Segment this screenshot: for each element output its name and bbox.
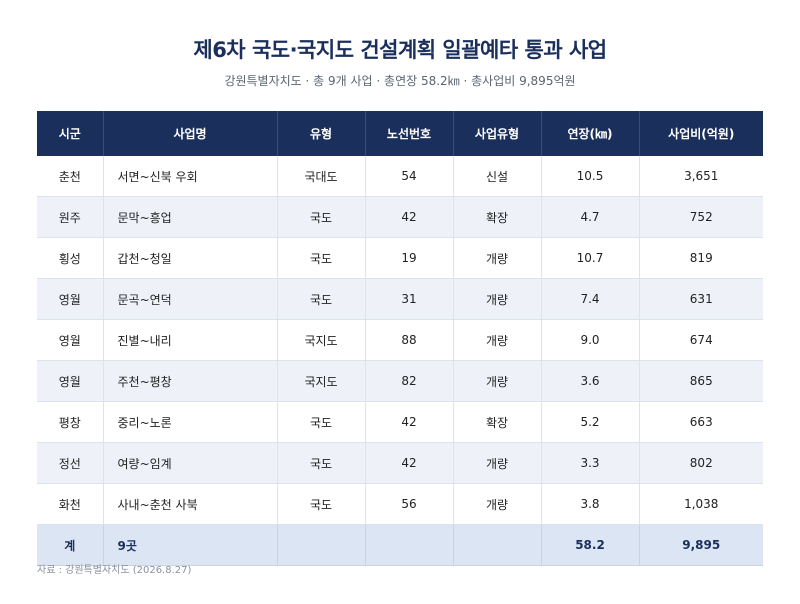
cell-cost: 3,651 <box>638 156 763 197</box>
page-title: 제6차 국도·국지도 건설계획 일괄예타 통과 사업 <box>193 38 607 62</box>
table-row: 횡성 갑천~청일 국도 19 개량 10.7 819 <box>37 237 763 279</box>
source-note: 자료 : 강원특별자치도 (2026.8.27) <box>37 565 192 576</box>
cell-road-type: 국도 <box>276 483 365 525</box>
cell-length: 3.3 <box>540 442 639 484</box>
cell-city: 정선 <box>37 442 103 484</box>
cell-route-number: 19 <box>364 237 453 279</box>
cell-route-number: 31 <box>364 278 453 320</box>
table-row: 정선 여량~임계 국도 42 개량 3.3 802 <box>37 442 763 484</box>
cell-cost: 865 <box>638 360 763 402</box>
cell-cost: 819 <box>638 237 763 279</box>
cell-length: 4.7 <box>540 196 639 238</box>
cell-city: 영월 <box>37 278 103 320</box>
cell-route-number: 82 <box>364 360 453 402</box>
cell-cost: 674 <box>638 319 763 361</box>
cell-project-name: 중리~노론 <box>102 401 277 443</box>
cell-cost: 663 <box>638 401 763 443</box>
cell-city: 원주 <box>37 196 103 238</box>
header-road-type: 유형 <box>276 111 365 156</box>
cell-city: 춘천 <box>37 156 103 197</box>
cell-project-name: 진별~내리 <box>102 319 277 361</box>
table-row: 영월 주천~평창 국지도 82 개량 3.6 865 <box>37 360 763 402</box>
cell-project-type: 개량 <box>452 442 541 484</box>
total-length: 58.2 <box>540 524 639 566</box>
cell-route-number: 56 <box>364 483 453 525</box>
table-row: 영월 진별~내리 국지도 88 개량 9.0 674 <box>37 319 763 361</box>
cell-road-type: 국도 <box>276 442 365 484</box>
header-project-name: 사업명 <box>102 111 277 156</box>
cell-project-type: 개량 <box>452 360 541 402</box>
cell-road-type: 국지도 <box>276 319 365 361</box>
header-length: 연장(㎞) <box>540 111 639 156</box>
cell-project-type: 개량 <box>452 237 541 279</box>
cell-route-number: 42 <box>364 401 453 443</box>
cell-length: 10.7 <box>540 237 639 279</box>
cell-project-name: 사내~춘천 사북 <box>102 483 277 525</box>
cell-city: 영월 <box>37 319 103 361</box>
cell-road-type: 국도 <box>276 401 365 443</box>
cell-road-type: 국도 <box>276 237 365 279</box>
header-route-number: 노선번호 <box>364 111 453 156</box>
cell-road-type: 국대도 <box>276 156 365 197</box>
cell-length: 3.6 <box>540 360 639 402</box>
total-empty-cell <box>452 524 541 566</box>
cell-project-type: 확장 <box>452 401 541 443</box>
cell-project-name: 여량~임계 <box>102 442 277 484</box>
cell-project-type: 신설 <box>452 156 541 197</box>
cell-road-type: 국도 <box>276 196 365 238</box>
cell-project-name: 문곡~연덕 <box>102 278 277 320</box>
total-label: 계 <box>37 524 103 566</box>
cell-length: 5.2 <box>540 401 639 443</box>
cell-road-type: 국지도 <box>276 360 365 402</box>
cell-length: 9.0 <box>540 319 639 361</box>
cell-project-name: 문막~흥업 <box>102 196 277 238</box>
cell-project-type: 개량 <box>452 319 541 361</box>
table-row: 화천 사내~춘천 사북 국도 56 개량 3.8 1,038 <box>37 483 763 525</box>
cell-length: 10.5 <box>540 156 639 197</box>
header-cost: 사업비(억원) <box>638 111 763 156</box>
project-table: 시군 사업명 유형 노선번호 사업유형 연장(㎞) 사업비(억원) 춘천 서면~… <box>37 111 763 566</box>
table-header-row: 시군 사업명 유형 노선번호 사업유형 연장(㎞) 사업비(억원) <box>37 111 763 156</box>
cell-project-name: 갑천~청일 <box>102 237 277 279</box>
cell-city: 횡성 <box>37 237 103 279</box>
cell-length: 3.8 <box>540 483 639 525</box>
header-project-type: 사업유형 <box>452 111 541 156</box>
cell-road-type: 국도 <box>276 278 365 320</box>
cell-project-type: 확장 <box>452 196 541 238</box>
cell-cost: 802 <box>638 442 763 484</box>
total-cost: 9,895 <box>638 524 763 566</box>
cell-project-type: 개량 <box>452 483 541 525</box>
cell-project-name: 서면~신북 우회 <box>102 156 277 197</box>
page-subtitle: 강원특별자치도 · 총 9개 사업 · 총연장 58.2㎞ · 총사업비 9,8… <box>224 74 576 88</box>
table-row: 춘천 서면~신북 우회 국대도 54 신설 10.5 3,651 <box>37 156 763 197</box>
table-total-row: 계 9곳 58.2 9,895 <box>37 524 763 566</box>
table-row: 영월 문곡~연덕 국도 31 개량 7.4 631 <box>37 278 763 320</box>
table-row: 평창 중리~노론 국도 42 확장 5.2 663 <box>37 401 763 443</box>
cell-cost: 1,038 <box>638 483 763 525</box>
total-empty-cell <box>276 524 365 566</box>
cell-route-number: 42 <box>364 442 453 484</box>
table-row: 원주 문막~흥업 국도 42 확장 4.7 752 <box>37 196 763 238</box>
cell-cost: 752 <box>638 196 763 238</box>
cell-project-type: 개량 <box>452 278 541 320</box>
cell-project-name: 주천~평창 <box>102 360 277 402</box>
cell-length: 7.4 <box>540 278 639 320</box>
total-empty-cell <box>364 524 453 566</box>
header-city: 시군 <box>37 111 103 156</box>
cell-cost: 631 <box>638 278 763 320</box>
cell-city: 화천 <box>37 483 103 525</box>
cell-route-number: 88 <box>364 319 453 361</box>
cell-city: 영월 <box>37 360 103 402</box>
cell-route-number: 54 <box>364 156 453 197</box>
total-count: 9곳 <box>102 524 277 566</box>
cell-city: 평창 <box>37 401 103 443</box>
cell-route-number: 42 <box>364 196 453 238</box>
